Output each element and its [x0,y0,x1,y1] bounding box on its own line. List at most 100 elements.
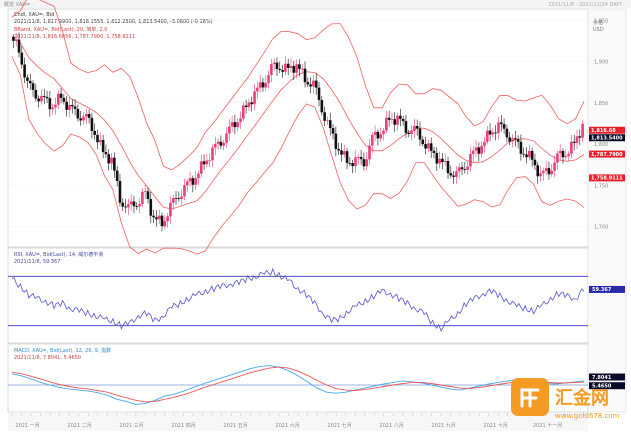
x-month-label: 2021 三月 [119,423,143,429]
candle-up [85,113,88,117]
candle-down [376,131,380,139]
bband-middle [11,36,585,210]
rsi-badge-label: 59.367 [592,287,612,293]
candle-up [213,143,217,148]
candle-up [194,178,197,185]
bband-legend-line2: 2021/11/8, 1,816.6856, 1,787.7900, 1,758… [14,34,135,40]
candle-up [443,161,447,163]
candle-down [202,161,206,165]
candle-down [104,152,108,155]
candle-down [275,62,279,70]
candle-down [292,66,296,73]
price-badge-label: 1,813.5400 [591,136,623,142]
candle-down [303,68,307,83]
x-month-label: 2021 四月 [171,423,195,429]
price-unit-label: USD [593,27,604,33]
gold678-watermark: 汇金网 www.gold678.com [511,378,620,420]
candle-up [295,64,298,73]
right-axis [587,8,627,413]
candle-down [278,69,282,71]
candle-up [143,191,147,193]
candle-up [570,141,573,154]
candle-down [62,97,66,102]
candle-down [404,121,408,133]
candle-down [401,118,405,122]
candle-up [127,204,130,208]
candle-up [410,130,413,135]
candle-up [480,145,483,154]
candle-down [12,36,15,41]
price-badge-bg [589,126,625,134]
candle-up [256,87,259,92]
candle-up [382,130,385,135]
candle-down [23,64,26,78]
candle-down [449,173,453,176]
candle-down [446,161,450,174]
candle-up [312,80,315,87]
price-badge-label: 1,758.9111 [591,176,623,182]
candle-up [228,126,231,134]
rsi-panel-frame [7,247,589,344]
candle-down [519,141,523,154]
candle-up [267,75,270,83]
candle-down [219,141,223,146]
candle-down [393,119,397,125]
header-right-label: 2021/11/8 - 2021/11/24 DAY? [548,2,622,8]
candle-down [155,217,158,220]
candle-up [289,66,293,68]
candle-down [233,122,237,128]
candle-down [387,117,391,120]
candle-up [169,202,172,217]
candle-up [99,139,102,143]
macd-legend-line1: MACD, XAU=, Bid(Last), 12, 26, 9, 指数 [14,347,111,354]
candle-down [160,215,164,227]
bollinger-bands [11,0,585,255]
bband-upper [11,0,585,171]
candle-up [575,136,579,143]
candle-down [499,122,503,125]
price-tick-label: 1,800 [594,142,608,148]
price-legend-line2: 2021/11/8, 1,817.9900, 1,818.1555, 1,812… [14,19,213,25]
candle-up [183,185,186,197]
candle-up [166,216,169,222]
header-strip [0,0,631,8]
candle-up [211,147,214,161]
candle-up [239,118,242,123]
candle-up [567,153,570,157]
candle-down [132,201,136,207]
candle-down [530,150,534,160]
candle-down [418,128,422,140]
candle-down [309,84,312,87]
candle-down [340,150,343,155]
price-badges: 1,816.68 1,813.5400 1,787.7900 1,758.9111 [589,126,625,182]
candle-down [323,112,326,121]
candle-down [152,215,155,218]
candle-down [561,150,565,158]
candle-down [477,147,481,154]
x-month-label: 2021 九月 [431,422,455,429]
price-tick-label: 1,950 [594,18,608,24]
price-tick-label: 1,900 [594,60,608,66]
candle-up [497,122,500,134]
candle-up [396,115,399,125]
candle-up [197,173,200,179]
header-left-label: 概览 XAU= [4,1,30,8]
candle-up [466,166,469,170]
x-month-label: 2021 二月 [67,423,91,429]
candle-up [326,120,329,122]
candle-down [90,117,94,131]
candle-up [356,157,360,158]
candle-down [28,80,32,84]
candle-down [348,162,352,164]
candle-down [488,130,492,135]
candle-up [110,157,113,164]
candle-up [300,68,304,70]
candle-up [491,132,495,135]
candle-up [556,153,559,163]
candle-down [359,157,363,160]
candle-down [516,139,520,142]
candle-down [118,181,122,203]
candle-down [93,130,97,135]
candle-up [379,134,383,139]
